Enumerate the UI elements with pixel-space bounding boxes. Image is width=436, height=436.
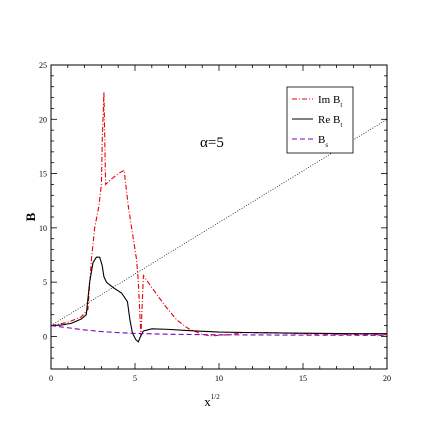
x-axis-label-sup: 1/2	[211, 393, 220, 401]
y-tick-label: 10	[39, 224, 47, 233]
legend-label: Im Bt	[318, 94, 342, 109]
y-tick-label: 20	[39, 115, 47, 124]
legend-label: Bs	[318, 134, 328, 149]
x-axis-title: x1/2	[204, 393, 220, 409]
x-axis-label: x	[204, 394, 211, 409]
legend: Im Bt Re Bt Bs	[286, 86, 354, 154]
x-tick-label: 5	[133, 374, 137, 383]
x-tick-label: 15	[299, 374, 307, 383]
x-tick-label: 10	[215, 374, 223, 383]
x-tick-label: 0	[49, 374, 53, 383]
axis-ticks: 0 5 10 15 20 0 5 10 15 20 25	[39, 61, 391, 383]
legend-label: Re Bt	[318, 114, 342, 129]
y-axis-title: B	[23, 212, 38, 221]
series-line-3	[50, 118, 388, 326]
series-line-0	[50, 92, 388, 337]
legend-box	[286, 86, 354, 154]
x-tick-label: 20	[383, 374, 391, 383]
series-lines	[50, 92, 388, 343]
series-line-1	[50, 256, 387, 343]
y-tick-label: 15	[39, 170, 47, 179]
series-line-2	[50, 325, 388, 336]
alpha-annotation: α=5	[200, 135, 224, 151]
y-tick-label: 5	[43, 278, 47, 287]
y-tick-label: 25	[39, 61, 47, 70]
y-tick-label: 0	[43, 332, 47, 341]
